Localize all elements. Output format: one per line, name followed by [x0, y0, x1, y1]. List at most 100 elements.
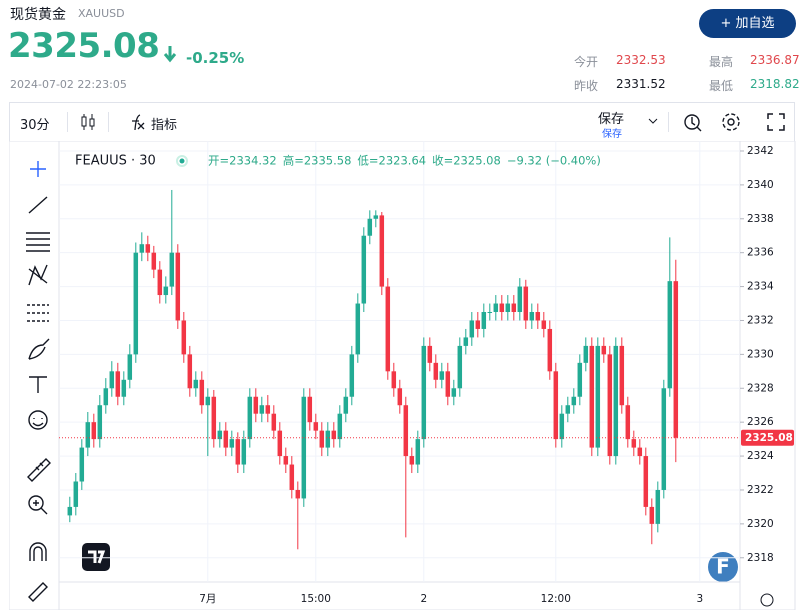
chart: F 23182320232223242326232823302332233423… [9, 141, 796, 610]
stat-label: 昨收 [574, 79, 599, 93]
candle-body [631, 439, 637, 448]
candle-body [331, 430, 337, 440]
candle-body [517, 286, 523, 312]
x-tick-label: 12:00 [541, 593, 571, 605]
candle-body [379, 215, 385, 287]
candle-body [73, 481, 79, 507]
candle-body [505, 303, 511, 312]
candle-body [367, 218, 373, 236]
candle-body [637, 447, 643, 457]
candle-body [457, 345, 463, 389]
candle-body [619, 345, 625, 406]
candle-body [439, 371, 445, 380]
candle-body [595, 345, 601, 448]
add-watchlist-button[interactable]: + 加自选 [699, 9, 796, 38]
candle-body [259, 405, 265, 414]
y-tick-label: 2326 [747, 416, 774, 428]
candles [67, 189, 679, 550]
candle-body [163, 286, 169, 296]
candle-body [373, 215, 379, 219]
candle-body [583, 345, 589, 363]
candle-body [253, 396, 259, 414]
candle-body [145, 244, 151, 253]
candle-body [445, 371, 451, 397]
settings-button[interactable] [720, 111, 742, 133]
candle-body [235, 439, 241, 465]
candle-body [313, 422, 319, 431]
instrument-symbol: XAUUSD [78, 7, 125, 20]
fullscreen-button[interactable] [766, 112, 786, 132]
legend-value: 高=2335.58 [283, 154, 352, 168]
candle-body [133, 252, 139, 355]
zoom-tool[interactable] [28, 495, 44, 511]
candle-body [103, 388, 109, 406]
divider [668, 112, 669, 132]
candle-body [355, 303, 361, 355]
timestamp: 2024-07-02 22:23:05 [10, 78, 127, 91]
candle-body [427, 345, 433, 363]
indicators-button[interactable]: 指标 [151, 118, 178, 133]
y-tick-label: 2328 [747, 382, 774, 394]
chart-frame [9, 141, 796, 610]
interval-button[interactable]: 30分 [20, 118, 50, 133]
candle-body [193, 379, 199, 389]
line-tool[interactable] [28, 196, 48, 214]
indicator-icon[interactable] [126, 112, 146, 132]
candle-body [283, 456, 289, 465]
candle-body [301, 396, 307, 499]
candle-body [649, 506, 655, 524]
ruler-tool[interactable] [27, 458, 51, 482]
magnet-tool[interactable] [29, 542, 47, 561]
candle-body [343, 396, 349, 414]
candle-body [109, 371, 115, 389]
crosshair-tool[interactable] [30, 161, 46, 177]
candle-body [337, 413, 343, 440]
fib-tool[interactable] [26, 232, 50, 252]
candle-body [79, 447, 85, 482]
chart-type-button[interactable] [80, 112, 96, 132]
last-price: 2325.08 [8, 26, 160, 66]
text-tool[interactable] [29, 376, 47, 393]
candle-body [139, 244, 145, 253]
candle-body [571, 396, 577, 406]
alert-button[interactable] [682, 111, 704, 133]
pattern-tool[interactable] [28, 264, 48, 286]
brush-tool[interactable] [28, 338, 50, 360]
candle-body [661, 388, 667, 490]
candle-body [607, 354, 613, 457]
down-arrow [163, 46, 177, 63]
axis-settings[interactable] [760, 593, 774, 607]
candle-body [475, 320, 481, 329]
icon-tool[interactable] [28, 410, 48, 430]
candle-body [469, 320, 475, 338]
save-menu[interactable] [648, 117, 658, 125]
candle-body [115, 371, 121, 397]
candle-body [541, 320, 547, 329]
candle-body [655, 489, 661, 524]
projection-tool[interactable] [27, 304, 49, 322]
price-change: -0.25% [186, 49, 245, 67]
candle-body [85, 422, 91, 448]
stat-value: 2332.53 [616, 53, 666, 67]
candle-body [97, 405, 103, 440]
candle-body [121, 379, 127, 397]
lock-tool[interactable] [28, 582, 48, 602]
divider [108, 112, 109, 132]
candle-body [325, 430, 331, 448]
save-button[interactable]: 保存 [598, 112, 625, 127]
candle-body [247, 396, 253, 440]
stat-label: 今开 [574, 55, 599, 69]
candle-body [295, 489, 301, 499]
legend-status-dot [179, 158, 185, 164]
last-price-label: 2325.08 [745, 432, 793, 444]
y-tick-label: 2318 [747, 552, 774, 564]
candle-body [463, 337, 469, 346]
stat-label: 最低 [709, 79, 734, 93]
legend-value: 开=2334.32 [208, 154, 277, 168]
x-tick-label: 2 [420, 593, 427, 605]
candle-body [199, 379, 205, 406]
stat-value: 2318.82 [750, 77, 800, 91]
candle-body [409, 456, 415, 465]
candle-body [613, 345, 619, 457]
